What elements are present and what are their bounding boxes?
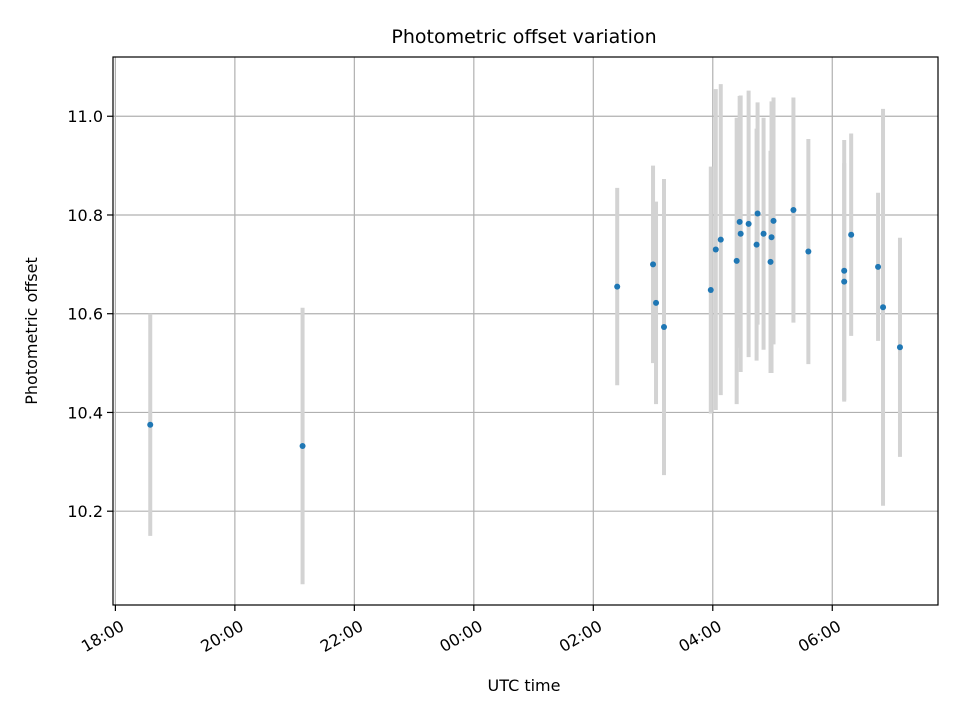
data-point bbox=[614, 283, 621, 290]
data-point bbox=[848, 231, 855, 238]
y-tick-label: 10.2 bbox=[67, 502, 103, 521]
data-point bbox=[717, 236, 724, 243]
y-axis-ticks: 10.2 10.4 10.6 10.8 11.0 bbox=[67, 107, 113, 521]
data-point bbox=[733, 257, 740, 264]
data-point bbox=[841, 278, 848, 285]
data-point bbox=[707, 287, 714, 294]
data-point bbox=[736, 218, 743, 225]
data-point bbox=[299, 443, 306, 450]
plot-frame bbox=[112, 56, 939, 606]
data-points bbox=[147, 207, 903, 450]
data-point bbox=[147, 421, 154, 428]
data-point bbox=[875, 263, 882, 270]
data-point bbox=[880, 304, 887, 311]
y-axis-label: Photometric offset bbox=[22, 257, 41, 405]
data-point bbox=[760, 230, 767, 237]
data-point bbox=[896, 344, 903, 351]
data-point bbox=[660, 324, 667, 331]
data-point bbox=[790, 207, 797, 214]
chart-title: Photometric offset variation bbox=[391, 26, 656, 48]
data-point bbox=[745, 220, 752, 227]
data-point bbox=[767, 258, 774, 265]
data-point bbox=[754, 210, 761, 217]
data-point bbox=[841, 267, 848, 274]
y-tick-label: 10.6 bbox=[67, 305, 103, 324]
data-point bbox=[653, 299, 660, 306]
data-point bbox=[753, 241, 760, 248]
data-point bbox=[768, 234, 775, 241]
data-point bbox=[805, 248, 812, 255]
x-axis-label: UTC time bbox=[488, 676, 561, 695]
y-tick-label: 10.4 bbox=[67, 403, 103, 422]
data-point bbox=[770, 217, 777, 224]
y-tick-label: 10.8 bbox=[67, 206, 103, 225]
y-tick-label: 11.0 bbox=[67, 107, 103, 126]
data-point bbox=[737, 230, 744, 237]
data-point bbox=[650, 261, 657, 268]
data-point bbox=[712, 246, 719, 253]
